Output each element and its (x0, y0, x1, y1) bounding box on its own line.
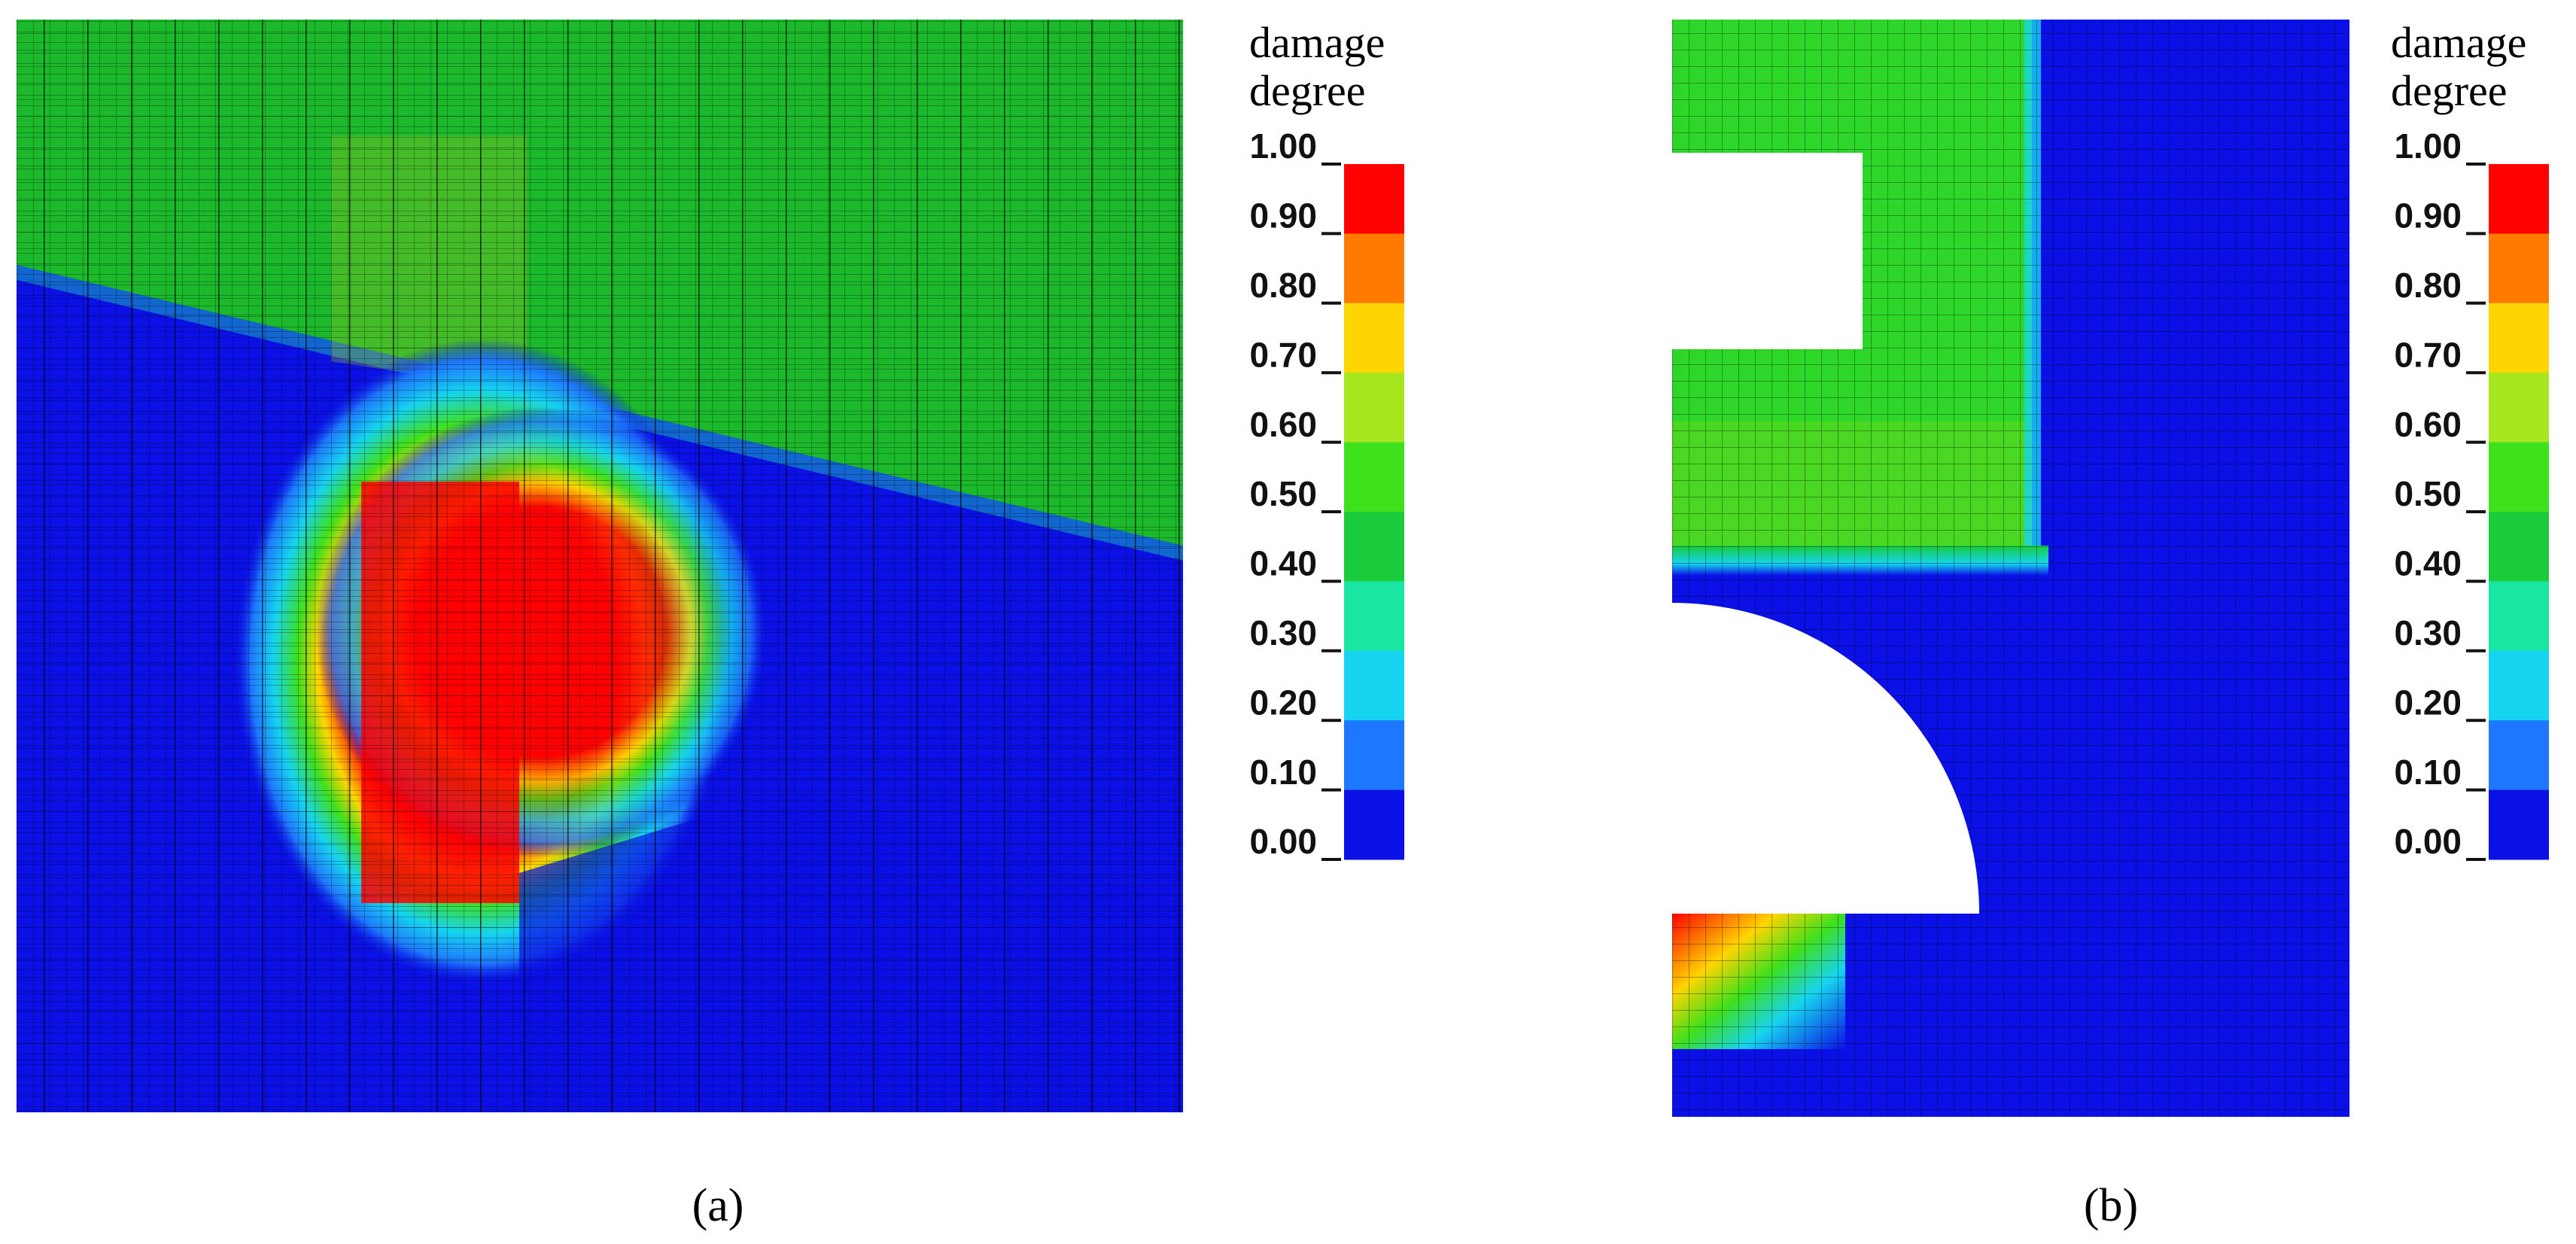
color-bin (1344, 303, 1404, 373)
legend-label: 0.90 (2394, 196, 2462, 236)
legend-label: 0.50 (1249, 474, 1317, 513)
legend-label: 0.70 (1249, 335, 1317, 374)
color-bin (2489, 789, 2549, 860)
color-bin (1344, 581, 1404, 652)
legend-label: 0.00 (1249, 822, 1317, 861)
legend-label: 0.00 (2394, 822, 2462, 861)
color-bin (1344, 789, 1404, 860)
legend-label: 0.40 (1249, 544, 1317, 583)
caption: (b) (2084, 1180, 2138, 1231)
color-bin (1344, 512, 1404, 582)
legend-label: 0.20 (1249, 683, 1317, 722)
legend-label: 0.70 (2394, 335, 2462, 374)
color-bin (2489, 442, 2549, 513)
color-bin (1344, 720, 1404, 791)
legend-title: degree (1249, 66, 1366, 115)
color-bin (1344, 233, 1404, 304)
legend-label: 1.00 (2394, 126, 2462, 166)
color-bin (2489, 303, 2549, 373)
legend-label: 0.20 (2394, 683, 2462, 722)
caption: (a) (692, 1180, 744, 1231)
legend-title: damage (2391, 18, 2526, 67)
legend-label: 0.60 (2394, 405, 2462, 444)
legend-label: 0.60 (1249, 405, 1317, 444)
legend-title: degree (2391, 66, 2508, 115)
color-bin (2489, 233, 2549, 304)
color-bin (1344, 442, 1404, 513)
color-bin (2489, 373, 2549, 443)
color-bin (2489, 720, 2549, 791)
legend-label: 0.50 (2394, 474, 2462, 513)
legend-title: damage (1249, 18, 1385, 67)
legend-label: 0.10 (2394, 753, 2462, 792)
legend-label: 0.80 (2394, 266, 2462, 305)
legend-label: 0.80 (1249, 266, 1317, 305)
color-bin (2489, 164, 2549, 234)
color-bin (2489, 512, 2549, 582)
legend-label: 0.10 (1249, 753, 1317, 792)
color-bin (2489, 650, 2549, 721)
legend-label: 0.30 (2394, 613, 2462, 652)
fem-image-b (1672, 20, 2349, 1117)
legend-label: 0.30 (1249, 613, 1317, 652)
color-bin (1344, 164, 1404, 234)
color-bin (1344, 373, 1404, 443)
color-bin (1344, 650, 1404, 721)
legend-label: 1.00 (1249, 126, 1317, 166)
color-bin (2489, 581, 2549, 652)
legend-label: 0.90 (1249, 196, 1317, 236)
legend-label: 0.40 (2394, 544, 2462, 583)
fem-image-a (17, 20, 1183, 1112)
